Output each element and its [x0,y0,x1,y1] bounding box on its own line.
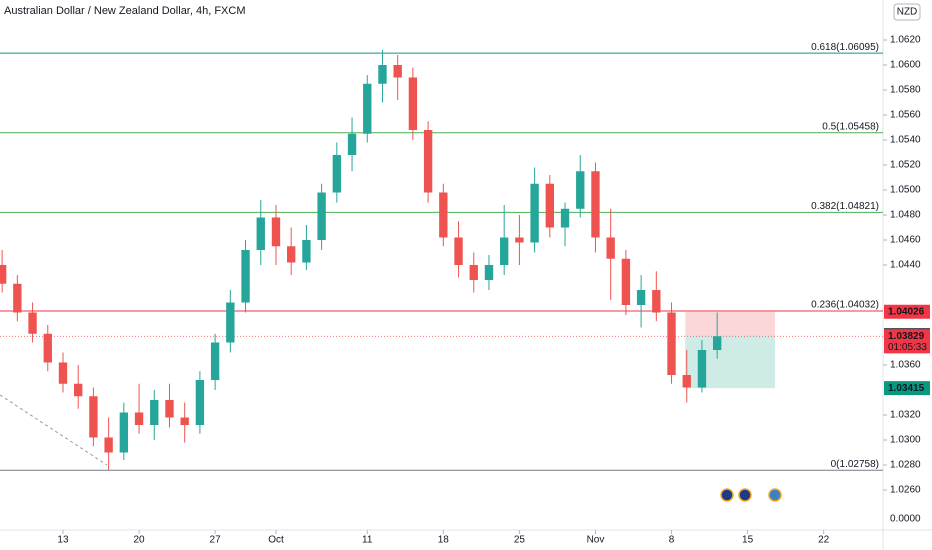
candle-body [363,83,372,134]
price-tag [884,304,930,319]
event-icons [720,488,782,502]
candle-body [119,412,129,453]
price-tag-label: 1.03415 [888,383,925,394]
fib-label: 0.618(1.06095) [811,42,879,53]
x-tick-label: 27 [210,535,222,546]
chart-title: Australian Dollar / New Zealand Dollar, … [4,5,245,17]
candle-body [439,192,448,238]
y-tick-label: 1.0520 [890,160,921,171]
candle-body [667,312,676,375]
candle-body [0,265,7,284]
current-price-tag [884,329,930,354]
event-icon[interactable] [768,488,782,502]
fib-label: 0.382(1.04821) [811,201,879,212]
candle-body [226,302,235,343]
y-tick-label: 1.0480 [890,210,921,221]
x-tick-label: 18 [438,535,450,546]
x-tick-label: Nov [587,535,605,546]
candle-body [515,237,524,243]
y-tick-label: 1.0580 [890,85,921,96]
y-tick-label: 1.0500 [890,185,921,196]
event-icon[interactable] [738,488,752,502]
candle-body [454,237,463,265]
candle-body [28,312,37,334]
candle-body [652,290,661,313]
candle-body [484,265,494,280]
candle-body [210,342,220,380]
candle-body [560,208,570,228]
price-tag [884,381,930,396]
x-tick-label: 25 [514,535,526,546]
candle-body [317,192,326,240]
x-tick-label: Oct [268,535,284,546]
candle-body [347,133,357,155]
candle-body [256,217,265,250]
fib-label: 0(1.02758) [831,459,879,470]
x-tick-label: 13 [57,535,69,546]
candle-body [165,400,174,418]
candle-body [180,417,189,425]
y-tick-label: 1.0600 [890,60,921,71]
event-icon[interactable] [720,488,734,502]
candle-body [423,130,433,193]
candle-body [378,65,387,84]
candle-body [545,183,555,228]
bottom-label: 0.0000 [890,514,921,525]
y-tick-label: 1.0540 [890,135,921,146]
candle-body [104,437,113,453]
candle-body [469,265,478,280]
candle-body [682,375,691,388]
currency-label: NZD [897,7,918,18]
y-tick-label: 1.0460 [890,235,921,246]
candle-body [621,258,631,305]
fib-label: 0.5(1.05458) [822,121,879,132]
y-tick-label: 1.0300 [890,435,921,446]
candle-body [134,412,144,425]
x-tick-label: 8 [669,535,675,546]
candle-body [712,336,722,350]
current-price-label: 1.03829 [888,331,925,342]
candle-body [74,383,83,397]
y-tick-label: 1.0620 [890,35,921,46]
y-tick-label: 1.0280 [890,460,921,471]
price-tag-label: 1.04026 [888,306,925,317]
x-tick-label: 22 [818,535,830,546]
candle-body [636,290,646,305]
candle-body [591,171,600,238]
candle-body [697,350,707,388]
x-tick-label: 11 [362,535,373,546]
candle-body [89,396,98,438]
currency-box[interactable] [893,3,921,21]
candle-body [393,65,402,78]
stop-zone [685,311,775,335]
y-tick-label: 1.0360 [890,360,921,371]
y-tick-label: 1.0440 [890,260,921,271]
candle-body [195,380,205,425]
candle-body [332,155,342,193]
candle-body [150,400,159,425]
candle-body [606,237,615,259]
candle-body [287,246,296,263]
y-tick-label: 1.0260 [890,485,921,496]
candle-body [499,237,509,265]
candle-body [302,240,311,263]
countdown-label: 01:05:33 [888,342,927,353]
candle-body [58,362,68,384]
candle-body [271,217,281,247]
candle-body [241,250,250,303]
candle-body [576,171,585,209]
candle-body [13,283,22,313]
fib-label: 0.236(1.04032) [811,300,879,311]
y-tick-label: 1.0320 [890,410,921,421]
candle-body [530,183,539,243]
candle-body [408,77,418,130]
x-tick-label: 15 [742,535,754,546]
candle-body [43,333,52,363]
y-tick-label: 1.0560 [890,110,921,121]
x-tick-label: 20 [133,535,145,546]
